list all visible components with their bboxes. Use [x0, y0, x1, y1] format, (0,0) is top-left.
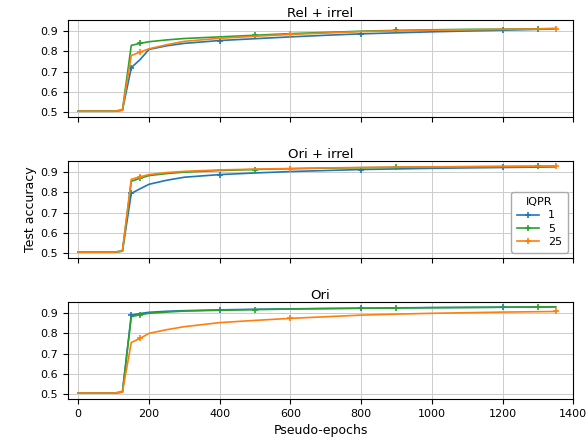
Y-axis label: Test accuracy: Test accuracy: [24, 167, 38, 252]
Title: Rel + irrel: Rel + irrel: [288, 7, 353, 20]
Legend: 1, 5, 25: 1, 5, 25: [512, 191, 568, 253]
X-axis label: Pseudo-epochs: Pseudo-epochs: [273, 425, 368, 438]
Title: Ori: Ori: [310, 289, 330, 302]
Title: Ori + irrel: Ori + irrel: [288, 148, 353, 161]
